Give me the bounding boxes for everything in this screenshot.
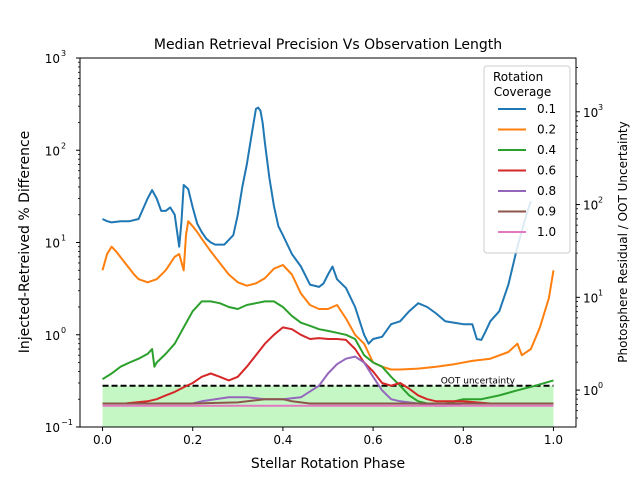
x-tick-label: 0.4 (273, 433, 292, 447)
legend-label-0.1: 0.1 (537, 102, 556, 116)
y2-tick-exponent: 0 (598, 381, 603, 390)
legend-label-0.4: 0.4 (537, 143, 556, 157)
y-tick-exponent: 3 (61, 49, 66, 58)
chart-title: Median Retrieval Precision Vs Observatio… (154, 37, 502, 53)
y-axis-label: Injected-Retreived % Difference (17, 131, 33, 354)
y-tick-exponent: 0 (61, 326, 66, 335)
x-tick-label: 0.2 (183, 433, 202, 447)
y-tick-label: 10 (45, 237, 60, 251)
y2-tick-label: 10 (583, 199, 598, 213)
y-tick-exponent: 2 (61, 141, 66, 150)
legend-label-0.2: 0.2 (537, 123, 556, 137)
legend-label-0.9: 0.9 (537, 205, 556, 219)
series-line-0.9 (102, 398, 554, 405)
x-tick-label: 0.0 (93, 433, 112, 447)
y2-tick-label: 10 (583, 106, 598, 120)
legend-box (483, 65, 571, 254)
y2-tick-exponent: 3 (598, 103, 603, 112)
x-tick-label: 0.8 (454, 433, 473, 447)
x-axis-label: Stellar Rotation Phase (251, 456, 405, 472)
y-tick-exponent: −1 (61, 418, 73, 427)
series-line-0.1 (102, 106, 532, 345)
legend-title-line2: Coverage (490, 85, 551, 99)
legend-label-0.6: 0.6 (537, 164, 556, 178)
x-tick-label: 1.0 (544, 433, 563, 447)
y-tick-label: 10 (45, 52, 60, 66)
series-line-0.8 (102, 355, 554, 407)
y2-tick-exponent: 2 (598, 196, 603, 205)
y-tick-label: 10 (45, 144, 60, 158)
y2-tick-label: 10 (583, 384, 598, 398)
legend-label-0.8: 0.8 (537, 184, 556, 198)
y-tick-exponent: 1 (61, 234, 66, 243)
y2-axis-label: Photosphere Residual / OOT Uncertainty (616, 121, 630, 362)
oot-uncertainty-label: OOT uncertainty (441, 377, 516, 387)
y-tick-label: 10 (45, 421, 60, 435)
x-tick-label: 0.6 (364, 433, 383, 447)
y2-tick-label: 10 (583, 291, 598, 305)
y-tick-label: 10 (45, 329, 60, 343)
y2-tick-exponent: 1 (598, 288, 603, 297)
series-line-0.6 (102, 326, 554, 405)
legend-label-1.0: 1.0 (537, 225, 556, 239)
legend-title-line1: Rotation (493, 70, 543, 84)
legend: Rotation Coverage 0.1 0.2 0.4 0.6 0.8 0.9 1.0 (483, 65, 571, 254)
series-line-0.2 (101, 220, 555, 371)
